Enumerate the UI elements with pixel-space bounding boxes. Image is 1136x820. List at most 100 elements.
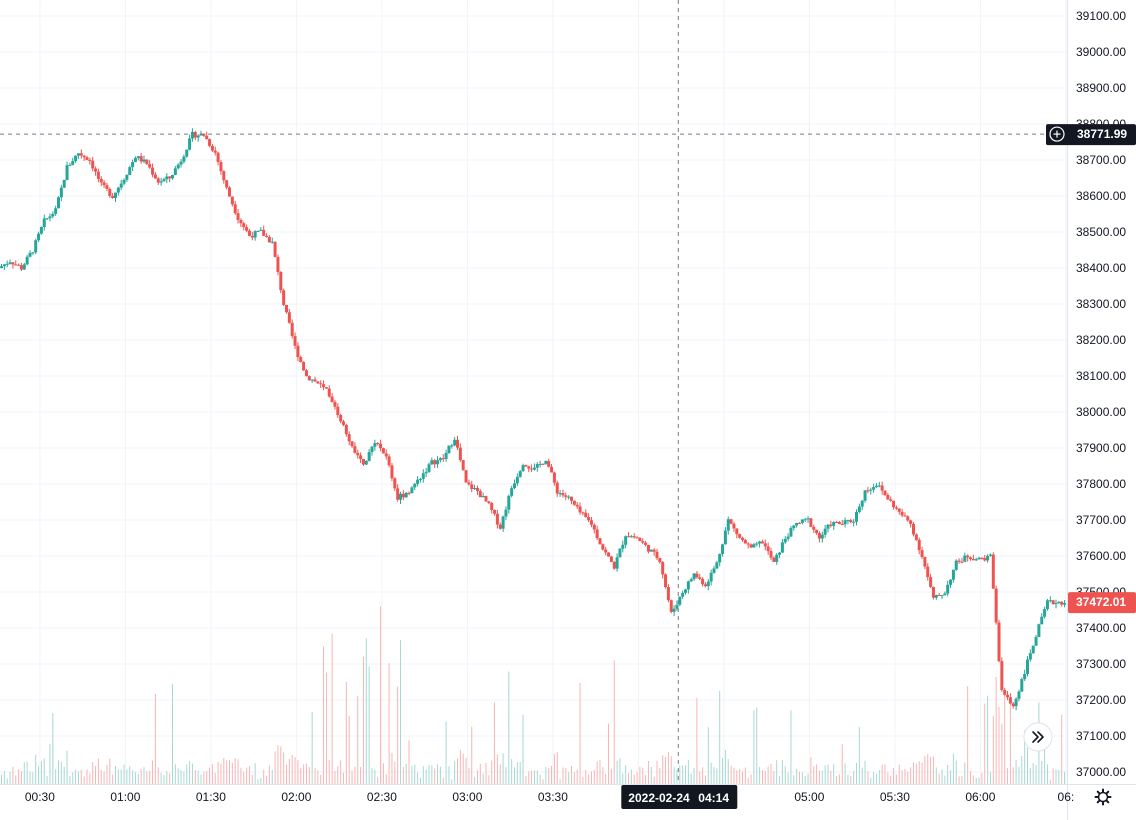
- volume-bar: [394, 761, 396, 784]
- candle-body: [1023, 673, 1027, 680]
- candle-body: [632, 536, 636, 538]
- candles: [0, 128, 1067, 711]
- volume-bar: [166, 771, 168, 784]
- volume-bar: [864, 760, 866, 784]
- candle-body: [629, 536, 633, 538]
- candle-body: [145, 159, 149, 165]
- candle-body: [267, 237, 271, 243]
- volume-bar: [511, 758, 513, 784]
- volume-bar: [360, 766, 362, 784]
- time-tick-label: 02:30: [367, 790, 397, 804]
- volume-bar: [801, 772, 803, 784]
- volume-bar: [263, 769, 265, 784]
- volume-bar: [647, 761, 649, 784]
- candle-body: [74, 155, 78, 162]
- candle-body: [142, 159, 146, 162]
- candle-body: [857, 506, 861, 512]
- time-tick-label: 01:30: [196, 790, 226, 804]
- settings-button[interactable]: [1094, 788, 1112, 806]
- candle-body: [760, 541, 764, 544]
- volume-bar: [693, 767, 695, 784]
- candle-body: [749, 544, 753, 548]
- candle-body: [444, 452, 448, 460]
- time-tick-label: 05:30: [880, 790, 910, 804]
- candle-body: [45, 218, 49, 220]
- candle-body: [874, 485, 878, 488]
- volume-bar: [445, 721, 447, 784]
- candle-body: [595, 529, 599, 539]
- candle-body: [387, 456, 391, 466]
- price-tick-label: 37000.00: [1076, 765, 1126, 779]
- candle-body: [208, 139, 212, 146]
- volume-bar: [707, 727, 709, 784]
- candle-body: [57, 197, 60, 209]
- candle-body: [926, 566, 930, 578]
- volume-bar: [485, 762, 487, 784]
- candle-body: [156, 178, 160, 183]
- candle-body: [190, 131, 194, 139]
- candle-body: [681, 592, 685, 597]
- crosshair-price-label: 38771.99: [1077, 127, 1127, 141]
- volume-bar: [858, 727, 860, 784]
- candle-body: [960, 561, 964, 563]
- time-tick-label: 06:00: [965, 790, 995, 804]
- volume-bar: [978, 777, 980, 784]
- candle-body: [219, 162, 223, 172]
- volume-bar: [314, 767, 316, 784]
- volume-bar: [80, 769, 82, 784]
- candle-body: [943, 593, 947, 596]
- candle-body: [758, 541, 762, 544]
- volume-bar: [992, 716, 994, 784]
- candle-body: [1008, 697, 1012, 704]
- candle-body: [399, 493, 402, 500]
- candle-body: [1057, 601, 1061, 604]
- candle-body: [168, 176, 172, 179]
- candle-body: [327, 388, 331, 397]
- candle-body: [689, 579, 693, 582]
- volume-bars: [1, 606, 1066, 784]
- candle-body: [552, 472, 556, 483]
- candle-body: [131, 162, 135, 168]
- volume-bar: [972, 775, 974, 784]
- candle-body: [105, 185, 109, 189]
- candle-body: [464, 470, 468, 483]
- volume-bar: [639, 766, 641, 784]
- scroll-right-button[interactable]: [1023, 722, 1053, 752]
- candle-body: [407, 492, 411, 494]
- candle-body: [1000, 661, 1004, 691]
- volume-bar: [283, 752, 285, 784]
- volume-bar: [160, 772, 162, 784]
- volume-bar: [66, 750, 68, 784]
- volume-bar: [266, 775, 268, 784]
- candle-body: [684, 589, 687, 593]
- candle-body: [410, 487, 414, 493]
- volume-bar: [320, 774, 322, 784]
- plus-circle-icon[interactable]: [1049, 126, 1065, 142]
- candle-body: [487, 501, 491, 504]
- candle-body: [285, 304, 288, 313]
- volume-bar: [448, 766, 450, 784]
- candle-body: [627, 536, 630, 538]
- volume-bar: [129, 766, 131, 784]
- volume-bar: [790, 710, 792, 784]
- candle-body: [695, 573, 699, 578]
- price-tick-label: 37200.00: [1076, 693, 1126, 707]
- volume-bar: [930, 756, 932, 784]
- candle-body: [245, 227, 249, 231]
- candle-body: [39, 227, 43, 234]
- candle-body: [37, 233, 41, 241]
- grid: [0, 0, 1067, 784]
- volume-bar: [294, 756, 296, 784]
- volume-bar: [328, 760, 330, 784]
- volume-bar: [203, 771, 205, 784]
- candle-body: [490, 503, 494, 510]
- volume-bar: [596, 761, 598, 784]
- volume-bar: [180, 770, 182, 784]
- volume-bar: [95, 765, 97, 784]
- volume-bar: [271, 769, 273, 784]
- candle-body: [561, 493, 565, 496]
- volume-bar: [186, 764, 188, 784]
- candle-body: [470, 484, 474, 489]
